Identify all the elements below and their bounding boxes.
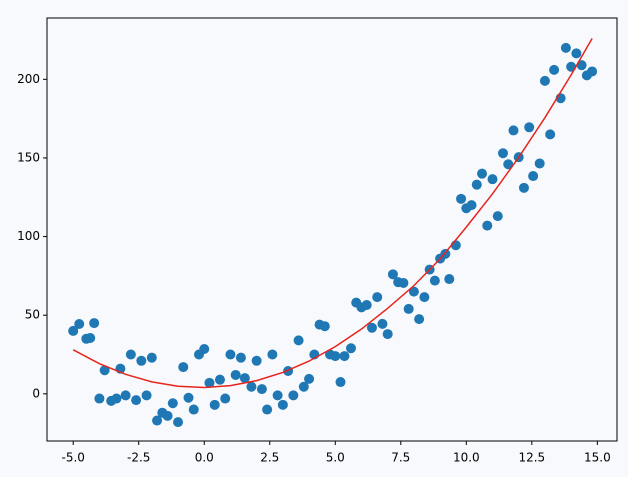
scatter-point [518, 182, 529, 193]
scatter-point [74, 319, 85, 330]
scatter-point [528, 171, 539, 182]
scatter-point [482, 220, 493, 231]
scatter-point [498, 148, 508, 159]
scatter-point [141, 390, 152, 401]
scatter-point [298, 381, 309, 392]
scatter-point [377, 318, 388, 329]
x-tick-label: 0.0 [195, 451, 214, 465]
scatter-point [398, 277, 409, 288]
scatter-point [587, 66, 598, 77]
scatter-point [560, 42, 571, 53]
scatter-point [235, 352, 246, 363]
fit-line [72, 38, 593, 389]
scatter-point [220, 393, 231, 404]
x-tick-label: 2.5 [260, 451, 279, 465]
scatter-point [68, 325, 79, 336]
scatter-point [304, 373, 315, 384]
scatter-point [209, 399, 220, 410]
scatter-point [152, 415, 163, 426]
scatter-point [466, 200, 477, 211]
y-tick-label: 50 [25, 308, 40, 322]
scatter-point [272, 390, 283, 401]
scatter-point [136, 355, 147, 366]
scatter-point [262, 404, 273, 415]
scatter-point [444, 274, 455, 285]
scatter-point [429, 275, 440, 286]
scatter-point [382, 329, 393, 340]
x-tick-label: 12.5 [518, 451, 545, 465]
scatter-point [239, 373, 250, 384]
y-tick-label: 100 [17, 229, 40, 243]
scatter-point [335, 377, 346, 388]
scatter-point [545, 129, 556, 140]
x-tick-label: 5.0 [326, 451, 345, 465]
scatter-point [256, 384, 267, 395]
scatter-point [319, 321, 330, 332]
scatter-point [162, 410, 173, 421]
y-tick-label: 200 [17, 72, 40, 86]
scatter-point [188, 404, 199, 415]
scatter-point [267, 349, 278, 360]
scatter-point [120, 390, 131, 401]
scatter-point [539, 75, 550, 86]
scatter-point [293, 335, 304, 346]
scatter-point [146, 352, 157, 363]
x-tick-label: -5.0 [61, 451, 84, 465]
scatter-point [178, 362, 189, 373]
scatter-point [403, 303, 414, 314]
scatter-point [387, 269, 398, 280]
scatter-point [199, 344, 210, 355]
scatter-point [183, 392, 194, 403]
scatter-point [111, 393, 122, 404]
scatter-point [204, 377, 215, 388]
scatter-point [131, 395, 142, 406]
scatter-point [456, 193, 467, 204]
x-tick-label: 7.5 [391, 451, 410, 465]
scatter-point [89, 318, 100, 329]
scatter-point [508, 125, 519, 136]
scatter-point [534, 158, 545, 169]
scatter-point [85, 333, 96, 344]
scatter-point [173, 417, 184, 428]
y-tick-label: 0 [32, 386, 40, 400]
scatter-point [339, 351, 350, 362]
scatter-point [288, 390, 299, 401]
scatter-point [524, 122, 535, 133]
scatter-point [230, 369, 241, 380]
scatter-point [277, 399, 288, 410]
scatter-point [414, 314, 425, 325]
scatter-point [94, 393, 105, 404]
scatter-point [125, 349, 136, 360]
x-tick-label: 10.0 [453, 451, 480, 465]
scatter-point [99, 365, 110, 376]
scatter-point [366, 322, 377, 333]
scatter-point [571, 48, 582, 59]
scatter-point [408, 286, 419, 297]
y-tick-label: 150 [17, 150, 40, 164]
scatter-point [330, 351, 341, 362]
scatter-point [251, 355, 262, 366]
x-tick-label: -2.5 [127, 451, 150, 465]
scatter-point [167, 398, 178, 409]
scatter-point [576, 60, 587, 71]
scatter-point [225, 349, 236, 360]
scatter-point [503, 159, 514, 170]
plot-area [68, 38, 598, 428]
scatter-point [471, 179, 482, 190]
scatter-point [346, 343, 356, 354]
scatter-point [214, 374, 225, 385]
axes-frame [46, 17, 618, 442]
scatter-point [361, 299, 372, 310]
scatter-point [477, 168, 488, 179]
scatter-point [487, 174, 498, 185]
scatter-point [372, 292, 383, 303]
x-tick-label: 15.0 [584, 451, 611, 465]
scatter-point [246, 381, 257, 392]
scatter-point [419, 292, 430, 303]
scatter-point [549, 64, 560, 75]
scatter-point [492, 211, 503, 222]
